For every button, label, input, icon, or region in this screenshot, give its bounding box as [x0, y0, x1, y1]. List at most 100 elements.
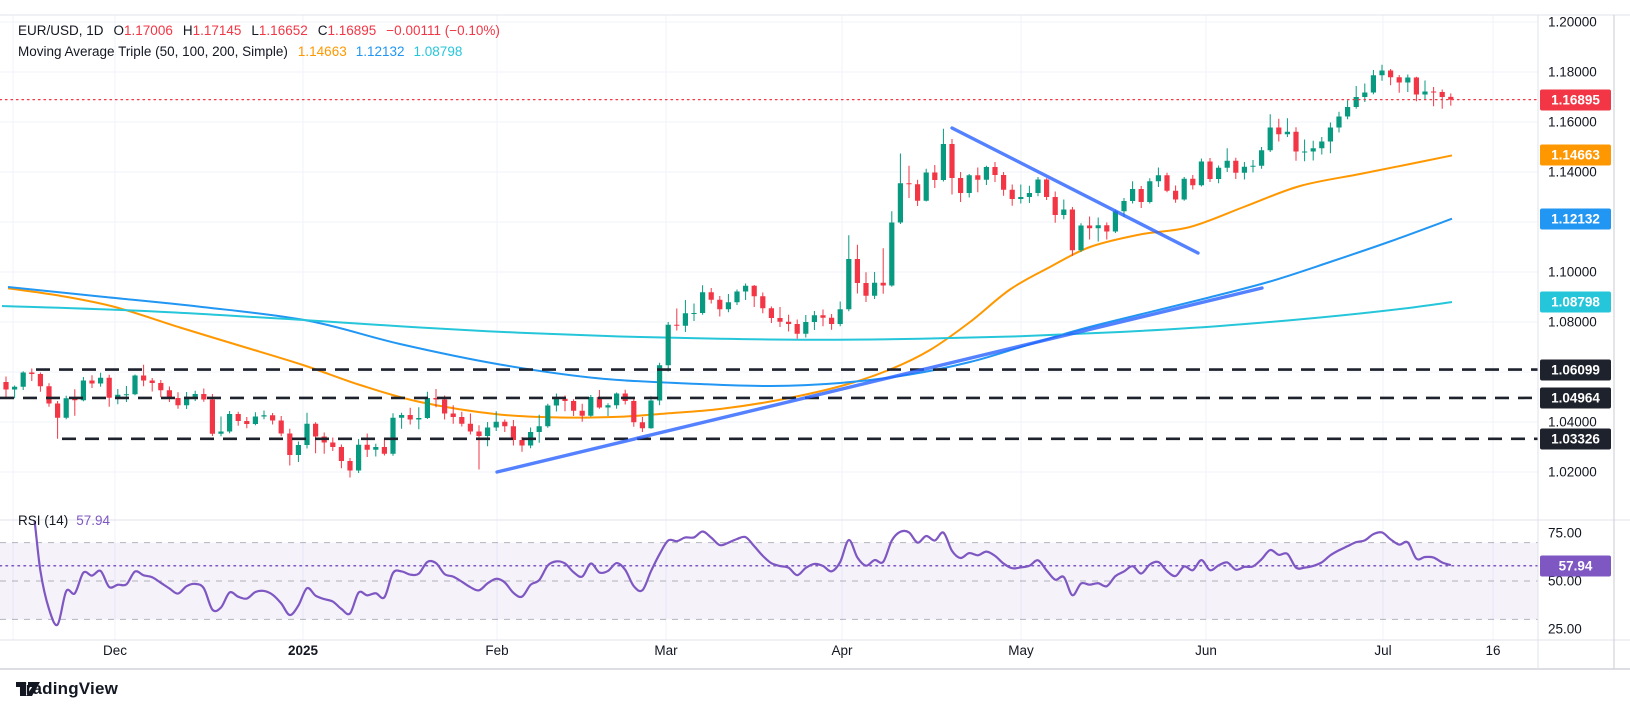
candle-body [89, 380, 95, 384]
candle-body [1413, 77, 1419, 95]
candle-body [657, 365, 663, 401]
ma-line-200[interactable] [1, 301, 1453, 341]
candle-body [958, 178, 964, 193]
candle-body [1431, 91, 1437, 93]
candle-body [252, 416, 258, 424]
candle-body [1026, 193, 1032, 197]
candle-body [786, 321, 792, 324]
candle-body [244, 421, 250, 424]
candle-body [1130, 189, 1136, 201]
candle-body [55, 403, 61, 418]
candle-body [364, 444, 370, 450]
candle-body [459, 417, 465, 424]
candle-body [1302, 151, 1308, 153]
candle-body [115, 394, 121, 398]
candle-body [227, 414, 233, 432]
candle-body [1396, 77, 1402, 83]
candlesticks [3, 64, 1454, 478]
candle-body [29, 372, 35, 374]
candle-body [46, 386, 52, 404]
candle-body [949, 144, 955, 178]
ma-value-0: 1.14663 [297, 44, 347, 59]
moving-average-lines [1, 154, 1453, 419]
rsi-plot [23, 485, 1452, 627]
candle-body [218, 431, 224, 434]
ohlc-item-o: O1.17006 [113, 23, 173, 38]
candle-body [192, 394, 198, 397]
candle-body [1112, 211, 1118, 232]
candle-body [975, 175, 981, 180]
change-value: −0.00111 (−0.10%) [386, 23, 500, 38]
candle-body [1044, 179, 1050, 197]
candle-body [123, 394, 129, 396]
rsi-legend-row[interactable]: RSI (14) 57.94 [18, 513, 110, 528]
candle-body [3, 382, 9, 390]
ma-value-2: 1.08798 [413, 44, 463, 59]
candle-body [1439, 92, 1445, 97]
candle-body [665, 324, 671, 366]
candle-body [579, 410, 585, 416]
candle-body [1353, 97, 1359, 107]
candle-body [872, 282, 878, 296]
candle-body [424, 398, 430, 418]
candle-body [132, 375, 138, 395]
candle-body [863, 283, 869, 296]
symbol-legend-row[interactable]: EUR/USD, 1D O1.17006 H1.17145 L1.16652 C1.1… [18, 20, 500, 41]
candle-body [992, 167, 998, 175]
candle-body [854, 259, 860, 283]
candle-body [1181, 178, 1187, 200]
rsi-indicator-title: RSI (14) [18, 513, 69, 528]
candle-body [940, 144, 946, 180]
candle-body [1310, 148, 1316, 152]
candle-body [20, 372, 26, 387]
candle-body [1190, 178, 1196, 186]
candle-body [502, 421, 508, 427]
ma-legend-row[interactable]: Moving Average Triple (50, 100, 200, Sim… [18, 41, 500, 62]
candle-body [1104, 225, 1110, 232]
candle-body [1147, 181, 1153, 202]
ohlc-values: O1.17006 H1.17145 L1.16652 C1.16895 [114, 20, 377, 41]
candle-body [553, 398, 559, 406]
candle-body [648, 400, 654, 429]
candle-body [1138, 189, 1144, 202]
candle-body [476, 431, 482, 436]
candle-body [536, 426, 542, 432]
candle-body [983, 167, 989, 180]
candle-body [106, 377, 112, 398]
candle-body [158, 383, 164, 391]
candle-body [1293, 131, 1299, 152]
candle-body [1164, 175, 1170, 191]
candle-body [270, 415, 276, 421]
candle-body [141, 375, 147, 381]
candle-body [725, 302, 731, 310]
candle-body [485, 427, 491, 436]
candle-body [1276, 127, 1282, 135]
ma-line-50[interactable] [7, 154, 1453, 419]
candle-body [1259, 150, 1265, 166]
candle-body [1069, 209, 1075, 251]
candle-body [356, 444, 362, 471]
candle-body [743, 285, 749, 292]
candle-body [338, 447, 344, 461]
trendline-1[interactable] [950, 126, 1200, 255]
candle-body [1216, 167, 1222, 179]
tradingview-logo-icon [16, 682, 40, 696]
candle-body [1155, 175, 1161, 182]
candle-body [1018, 197, 1024, 199]
candle-body [261, 415, 267, 417]
rsi-line[interactable] [23, 485, 1452, 627]
candle-body [708, 292, 714, 300]
tradingview-logo[interactable]: TradingView [16, 679, 118, 699]
candle-body [1327, 127, 1333, 142]
candle-body [149, 380, 155, 383]
candle-body [966, 175, 972, 193]
candle-body [493, 421, 499, 428]
trendline-2[interactable] [495, 286, 1264, 474]
candle-body [1388, 70, 1394, 78]
candle-body [12, 386, 18, 390]
candle-body [700, 292, 706, 313]
candle-body [1250, 165, 1256, 167]
candle-body [717, 299, 723, 310]
